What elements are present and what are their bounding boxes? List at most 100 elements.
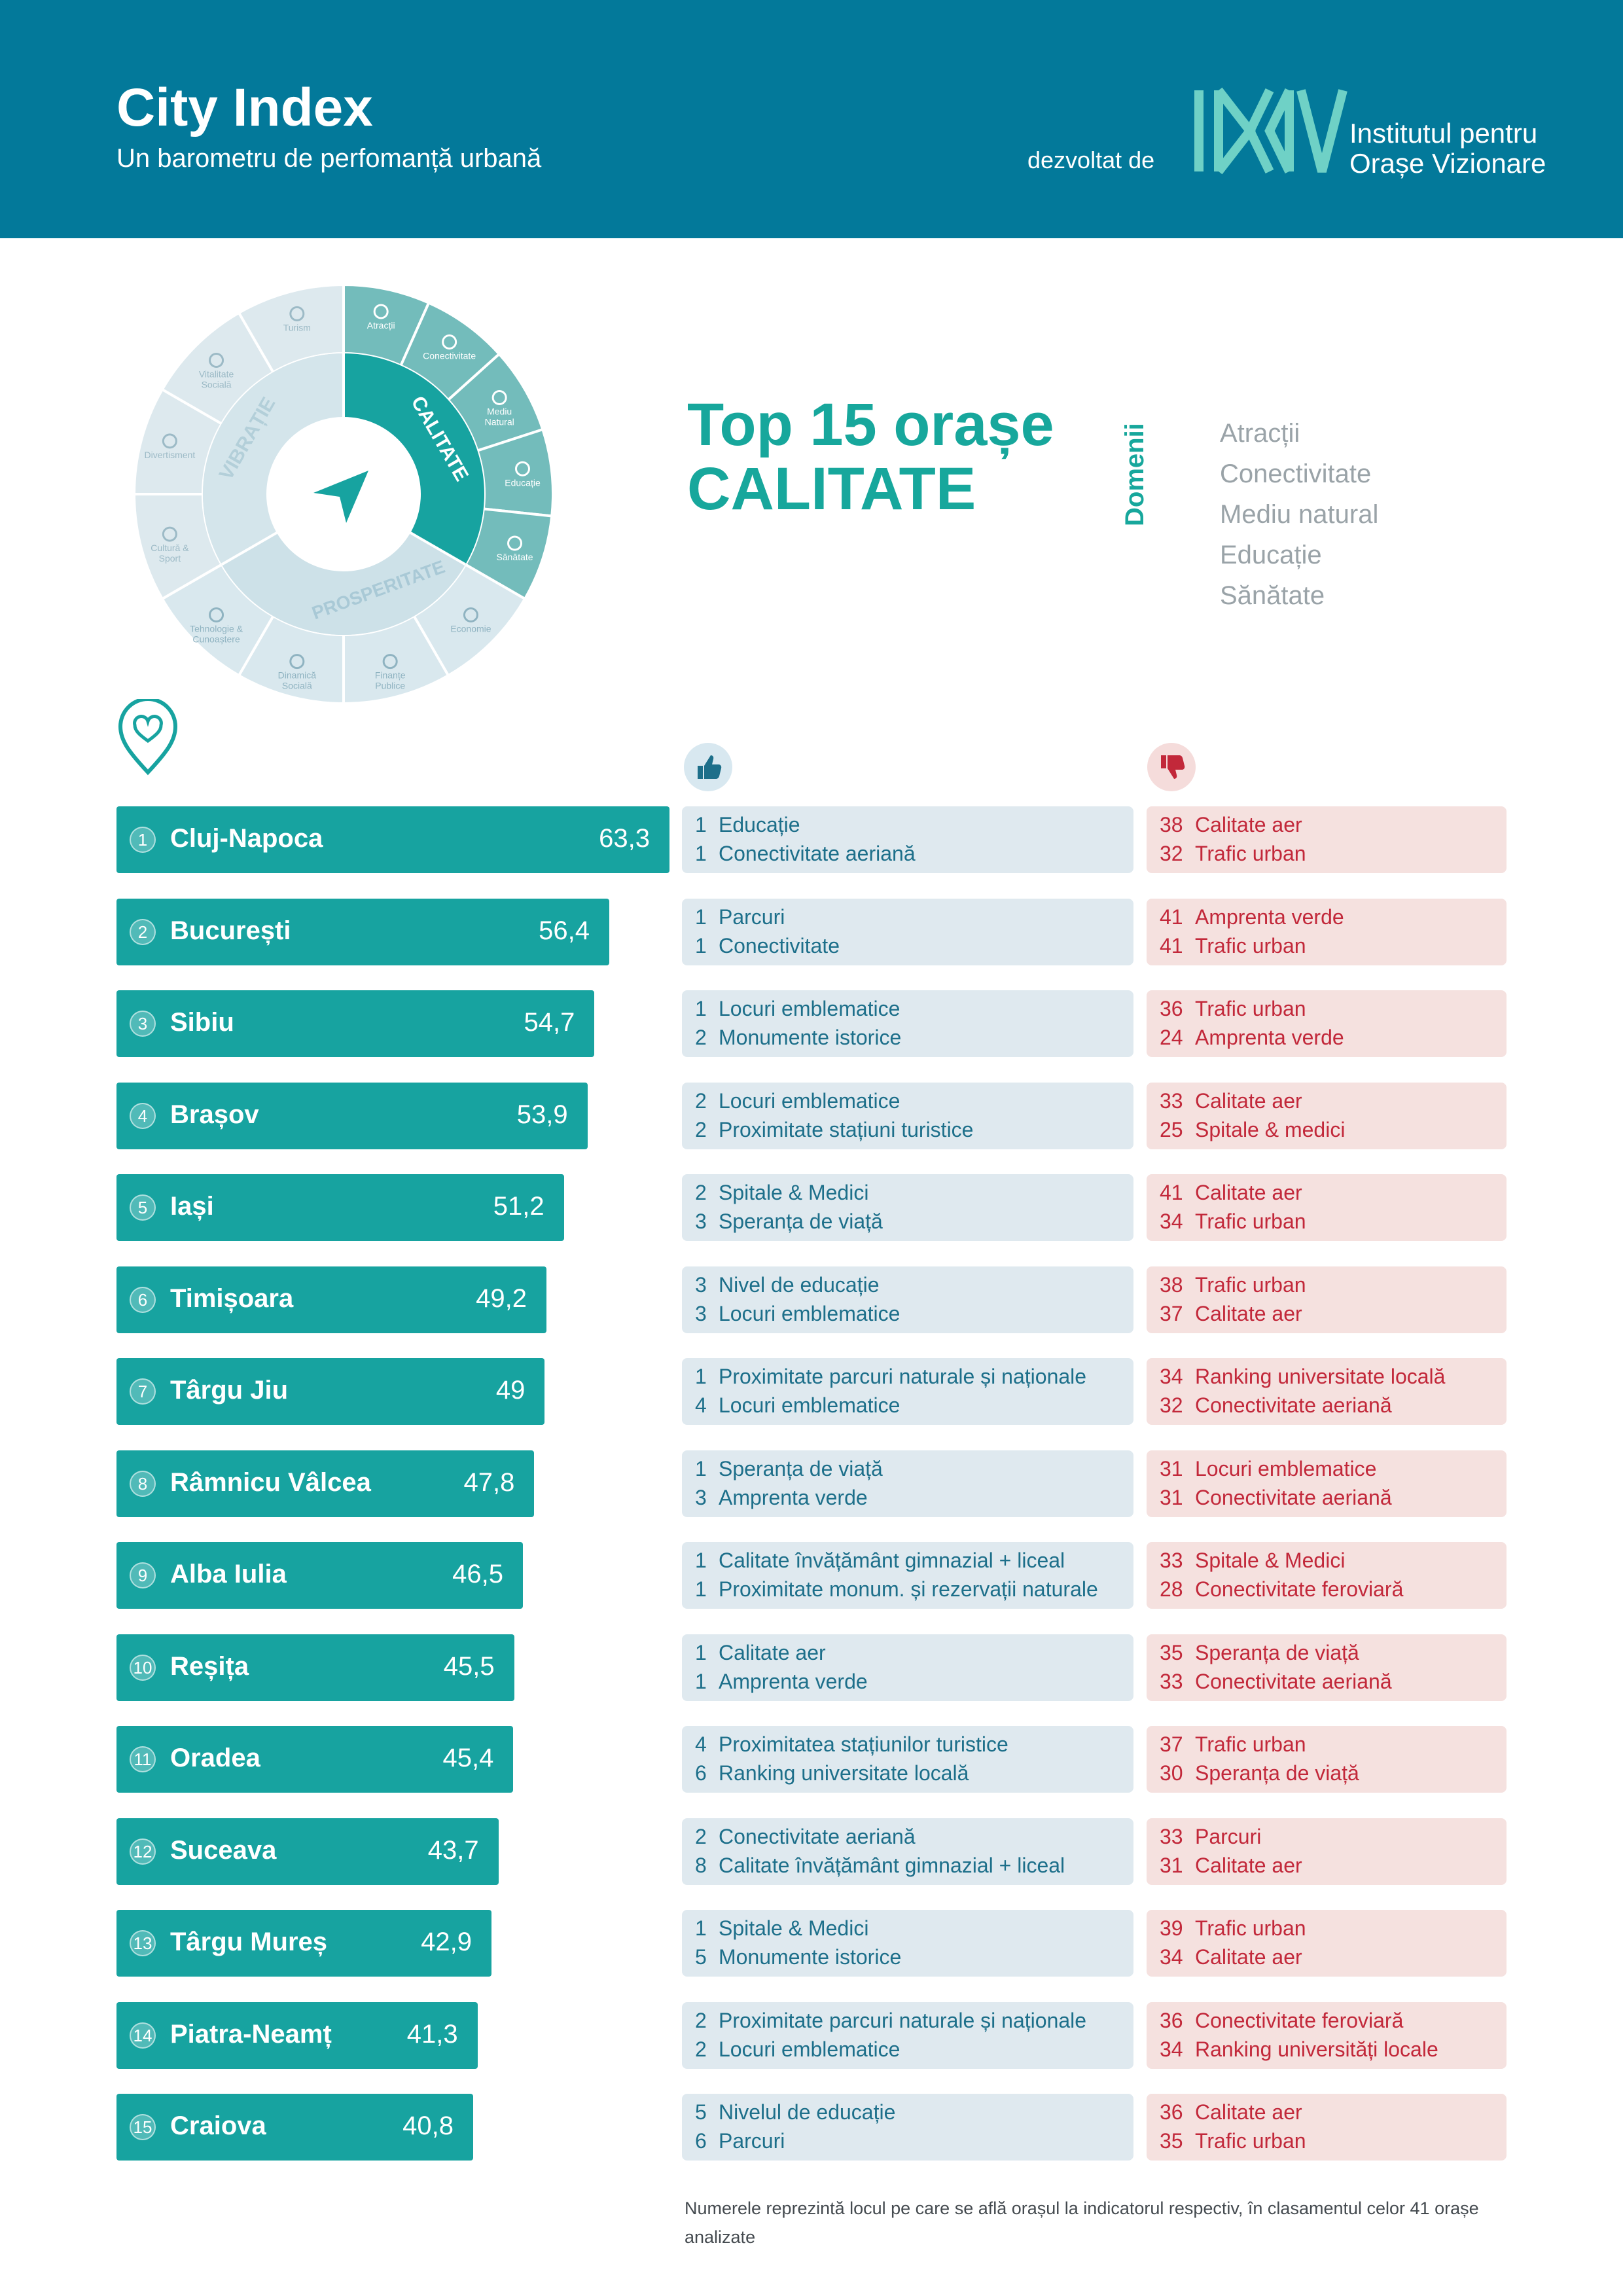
indicator-rank: 1 [695,1549,707,1572]
wheel-segment-label: Educație [505,477,541,488]
indicator-rank: 34 [1160,1210,1183,1233]
indicator-rank: 2 [695,2037,707,2061]
indicator-line: 1 Amprenta verde [695,1670,868,1694]
wheel-segment-label: Sport [159,553,181,564]
strengths-box: 1 Parcuri 1 Conectivitate [682,898,1133,965]
indicator-name: Ranking universitate locală [1195,1365,1446,1388]
indicator-name: Amprenta verde [1195,905,1344,929]
indicator-line: 34 Calitate aer [1160,1945,1302,1969]
indicator-line: 41 Trafic urban [1160,934,1306,958]
rank-badge: 12 [130,1838,156,1865]
indicator-line: 5 Nivelul de educație [695,2100,895,2125]
indicator-line: 37 Calitate aer [1160,1302,1302,1326]
wheel-segment-label: Tehnologie & [190,623,243,634]
indicator-name: Proximitate monum. și rezervații natural… [719,1577,1098,1601]
city-score: 49,2 [476,1283,527,1313]
indicator-name: Locuri emblematice [719,2037,901,2061]
city-score: 54,7 [524,1008,575,1037]
city-name: Piatra-Neamț [170,2019,332,2049]
iov-logo-icon [1194,87,1347,175]
indicator-name: Parcuri [719,905,785,929]
indicator-line: 34 Ranking universitate locală [1160,1365,1445,1389]
weaknesses-box: 34 Ranking universitate locală 32 Conectivi… [1147,1358,1507,1425]
strengths-box: 1 Locuri emblematice 2 Monumente istorice [682,990,1133,1057]
compass-arrow-icon [313,471,368,523]
indicator-line: 2 Spitale & Medici [695,1181,868,1205]
rank-badge: 13 [130,1930,156,1956]
ranking-title-line2: CALITATE [687,456,976,522]
score-bar: 10 Reșița 45,5 [116,1634,514,1701]
indicator-name: Speranța de viață [1195,1640,1359,1664]
indicator-rank: 3 [695,1272,707,1297]
strengths-box: 2 Conectivitate aeriană 8 Calitate învățămâ… [682,1818,1133,1885]
indicator-name: Spitale & Medici [719,1181,869,1204]
rank-badge: 7 [130,1378,156,1405]
footnote: Numerele reprezintă locul pe care se afl… [685,2198,1479,2247]
city-name: Târgu Mureș [170,1928,328,1956]
indicator-rank: 5 [695,2100,707,2124]
umbrella-icon [289,306,305,321]
indicator-line: 41 Amprenta verde [1160,905,1344,929]
indicator-line: 32 Conectivitate aeriană [1160,1393,1392,1418]
indicator-name: Calitate aer [1195,1181,1302,1204]
indicator-rank: 25 [1160,1117,1183,1141]
party-icon [209,353,224,368]
indicator-name: Trafic urban [1195,2129,1306,2153]
city-score: 42,9 [421,1928,472,1956]
indicator-name: Proximitate stațiuni turistice [719,1117,974,1141]
indicator-line: 2 Proximitate stațiuni turistice [695,1118,973,1142]
indicator-name: Speranța de viață [719,1456,883,1480]
indicator-rank: 2 [695,2008,707,2032]
indicator-name: Conectivitate [719,933,840,958]
indicator-line: 41 Calitate aer [1160,1181,1302,1205]
wheel-segment-label: Economie [450,623,491,634]
city-score: 53,9 [516,1100,568,1129]
indicator-name: Proximitatea stațiunilor turistice [719,1732,1008,1756]
indicator-name: Monumente istorice [719,1945,902,1969]
indicator-line: 34 Ranking universități locale [1160,2037,1438,2062]
indicator-name: Educație [719,813,800,836]
indicator-name: Trafic urban [1195,842,1306,865]
indicator-rank: 1 [695,1669,707,1693]
weaknesses-box: 41 Amprenta verde 41 Trafic urban [1147,898,1507,965]
indicator-name: Conectivitate feroviară [1195,2008,1404,2032]
indicator-rank: 1 [695,1916,707,1940]
indicator-rank: 31 [1160,1853,1183,1877]
indicator-name: Locuri emblematice [719,997,901,1020]
indicator-name: Calitate aer [1195,1853,1302,1877]
domain-item: Atracții [1220,419,1300,448]
indicator-line: 3 Amprenta verde [695,1486,868,1510]
page-title: City Index [116,78,373,137]
indicator-rank: 1 [695,1456,707,1480]
city-name: Iași [170,1192,214,1221]
indicator-line: 38 Calitate aer [1160,813,1302,837]
indicator-rank: 1 [695,933,707,958]
rank-badge: 4 [130,1102,156,1129]
indicator-rank: 2 [695,1181,707,1204]
indicator-line: 2 Locuri emblematice [695,1089,900,1113]
indicator-rank: 4 [695,1732,707,1756]
indicator-line: 2 Proximitate parcuri naturale și naționa… [695,2009,1086,2033]
wheel-segment-label: Sănătate [497,552,533,562]
score-bar: 9 Alba Iulia 46,5 [116,1542,523,1609]
indicator-rank: 41 [1160,933,1183,958]
rank-badge: 14 [130,2022,156,2049]
indicator-rank: 3 [695,1485,707,1509]
rank-badge: 11 [130,1746,156,1772]
city-score: 47,8 [463,1467,515,1497]
weaknesses-box: 39 Trafic urban 34 Calitate aer [1147,1910,1507,1977]
strengths-box: 1 Educație 1 Conectivitate aeriană [682,806,1133,873]
weaknesses-box: 37 Trafic urban 30 Speranța de viață [1147,1726,1507,1793]
wheel-segment-label: Vitalitate [199,369,234,380]
strengths-box: 2 Spitale & Medici 3 Speranța de viață [682,1174,1133,1241]
city-score: 43,7 [427,1835,479,1865]
indicator-rank: 3 [695,1301,707,1325]
indicator-name: Proximitate parcuri naturale și național… [719,2008,1087,2032]
city-name: Reșița [170,1651,249,1681]
rank-badge: 5 [130,1194,156,1221]
wheel-segment-label: Natural [485,417,514,427]
score-bar: 8 Râmnicu Vâlcea 47,8 [116,1450,535,1517]
indicator-rank: 35 [1160,2129,1183,2153]
